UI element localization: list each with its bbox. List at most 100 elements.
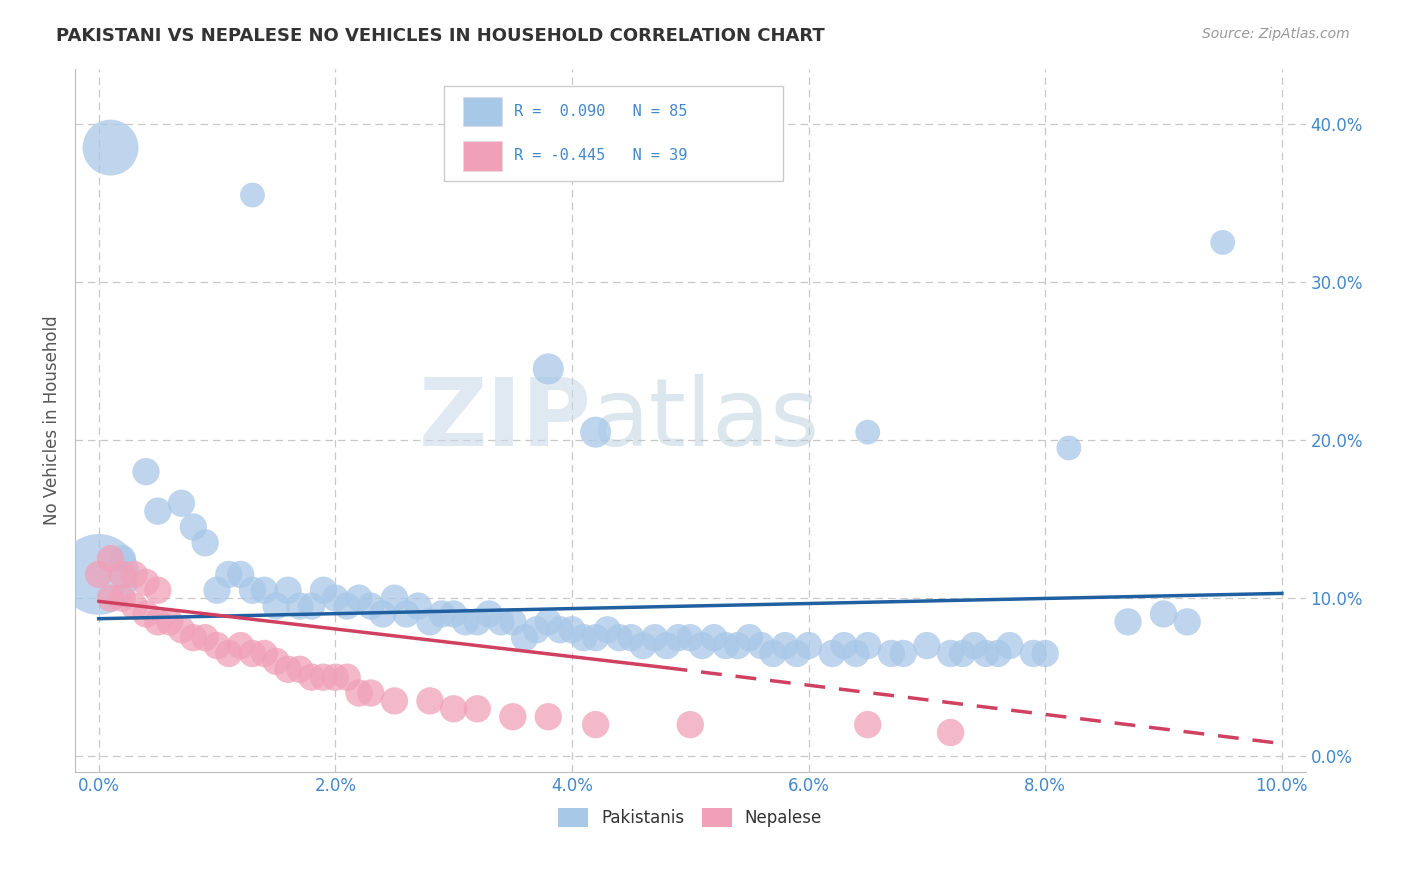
Point [253,583,276,598]
Point [229,567,252,582]
Point [585,717,607,731]
Point [891,647,914,661]
Point [644,631,666,645]
Point [347,686,370,700]
Point [87,567,110,582]
Point [159,615,181,629]
Point [301,599,323,613]
Point [714,639,737,653]
Point [218,567,240,582]
Point [111,551,134,566]
Point [797,639,820,653]
Point [856,717,879,731]
Point [443,702,465,716]
FancyBboxPatch shape [463,96,502,126]
Point [395,607,418,621]
Point [218,647,240,661]
Point [572,631,595,645]
Point [548,623,571,637]
Point [526,623,548,637]
Point [384,694,406,708]
Point [242,188,264,202]
Point [183,631,205,645]
Point [264,654,287,668]
Point [100,140,122,154]
Point [1022,647,1045,661]
Point [205,583,228,598]
Point [135,575,157,590]
Point [596,623,619,637]
Point [100,591,122,606]
Point [1175,615,1198,629]
Point [1057,441,1080,455]
Point [585,631,607,645]
Point [360,686,382,700]
Text: Source: ZipAtlas.com: Source: ZipAtlas.com [1202,27,1350,41]
Text: R = -0.445   N = 39: R = -0.445 N = 39 [515,148,688,163]
Point [607,631,630,645]
Point [419,615,441,629]
Point [585,425,607,439]
Point [845,647,868,661]
Point [111,591,134,606]
Point [998,639,1021,653]
Point [880,647,903,661]
Point [229,639,252,653]
Point [419,694,441,708]
Point [205,639,228,653]
Point [135,465,157,479]
Point [430,607,453,621]
Point [194,536,217,550]
FancyBboxPatch shape [463,141,502,170]
Text: ZIP: ZIP [419,375,592,467]
Point [821,647,844,661]
Point [277,583,299,598]
Point [347,591,370,606]
Point [537,709,560,723]
Point [100,551,122,566]
Point [987,647,1010,661]
Point [1153,607,1175,621]
Point [443,607,465,621]
Point [465,615,488,629]
Point [703,631,725,645]
Point [87,567,110,582]
Point [537,615,560,629]
Point [668,631,690,645]
Point [384,591,406,606]
Point [122,567,145,582]
Point [1212,235,1234,250]
Point [915,639,938,653]
Point [371,607,394,621]
Point [1116,615,1139,629]
Point [773,639,796,653]
Point [738,631,761,645]
Point [950,647,973,661]
Point [561,623,583,637]
Point [974,647,997,661]
Point [264,599,287,613]
Point [939,647,962,661]
Point [360,599,382,613]
Point [690,639,713,653]
Point [655,639,678,653]
Point [478,607,501,621]
Point [146,583,169,598]
Point [336,670,359,684]
Point [513,631,536,645]
Point [749,639,772,653]
Point [939,725,962,739]
Point [277,662,299,676]
Point [679,717,702,731]
Legend: Pakistanis, Nepalese: Pakistanis, Nepalese [551,802,828,834]
Point [631,639,654,653]
Point [135,607,157,621]
Point [856,425,879,439]
Point [489,615,512,629]
Point [323,591,346,606]
Point [406,599,429,613]
Point [679,631,702,645]
Point [183,520,205,534]
Point [170,496,193,510]
Point [111,567,134,582]
